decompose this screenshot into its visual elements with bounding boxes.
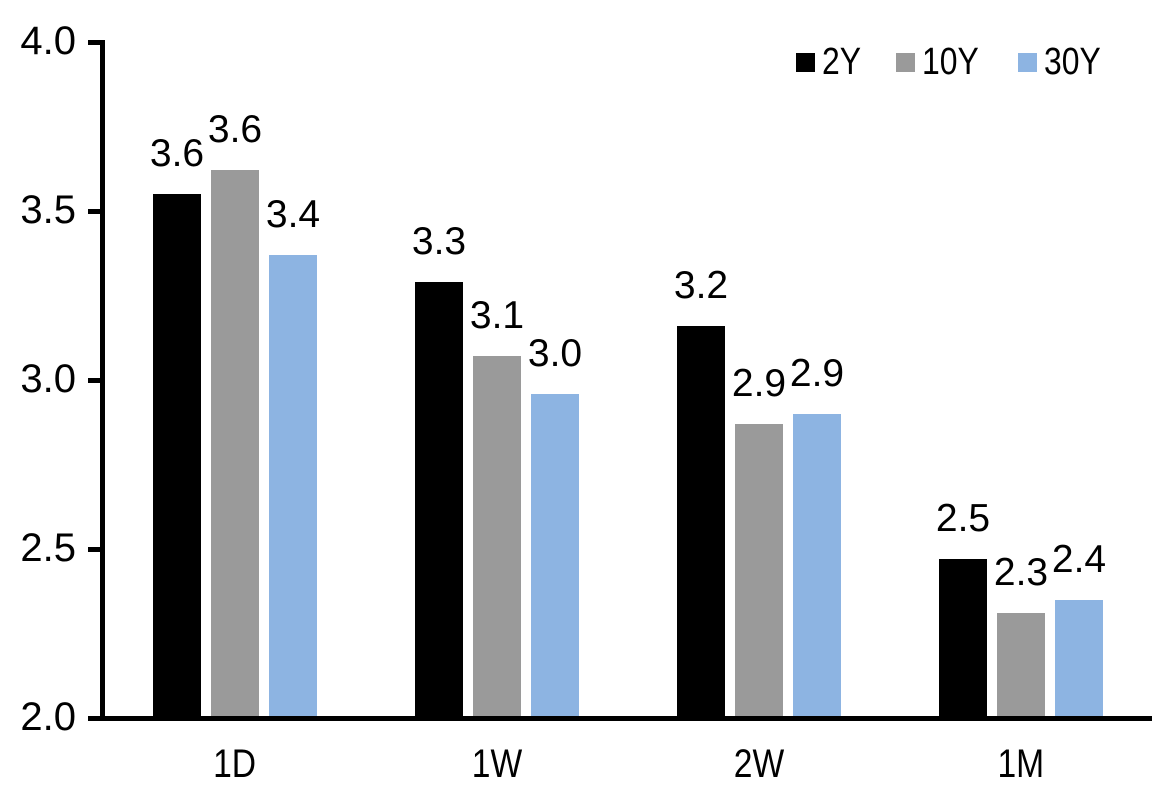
x-axis-category-text: 1D — [213, 742, 257, 786]
legend-item-30y: 30Y — [1018, 42, 1112, 82]
bar-value-label: 3.3 — [411, 219, 467, 263]
bar-value-label: 2.9 — [731, 361, 787, 405]
legend-swatch-10y-icon — [896, 52, 916, 72]
bar-value-label: 3.1 — [469, 294, 525, 338]
x-axis-category-text: 1W — [471, 742, 523, 786]
y-axis-tick-label: 3.5 — [20, 188, 76, 232]
bar-value-label: 2.5 — [935, 497, 991, 541]
x-axis-line — [88, 716, 1152, 721]
y-axis-tick-label: 3.0 — [20, 357, 76, 401]
bar-value-label: 2.9 — [789, 351, 845, 395]
y-axis-tick — [88, 39, 105, 45]
legend-swatch-2y-icon — [796, 52, 815, 72]
legend-item-2y: 2Y — [796, 42, 868, 82]
y-axis-tick — [88, 377, 105, 383]
y-axis-tick-label: 2.0 — [20, 695, 76, 739]
bar-30y-2w — [793, 413, 841, 716]
bar-value-label: 2.3 — [993, 551, 1049, 595]
bar-30y-1w — [531, 393, 579, 716]
bar-10y-1d — [211, 170, 259, 716]
bar-value-label: 3.0 — [527, 331, 583, 375]
x-axis-category-label: 1D — [165, 744, 305, 784]
x-axis-category-label: 1W — [427, 744, 567, 784]
y-axis-tick-label: 2.5 — [20, 526, 76, 570]
bar-30y-1m — [1055, 599, 1103, 716]
x-axis-category-label: 1M — [951, 744, 1091, 784]
bar-2y-1m — [939, 559, 987, 716]
legend-label-10y: 10Y — [922, 41, 980, 83]
x-axis-category-text: 1M — [997, 742, 1045, 786]
x-axis-category-label: 2W — [689, 744, 829, 784]
y-axis-tick — [88, 546, 105, 552]
legend-swatch-30y-icon — [1018, 52, 1038, 72]
bar-2y-2w — [677, 325, 725, 716]
legend-label-30y: 30Y — [1044, 41, 1101, 83]
bar-value-label: 3.4 — [265, 192, 321, 236]
bar-value-label: 3.2 — [673, 263, 729, 307]
x-axis-category-text: 2W — [733, 742, 785, 786]
bar-10y-2w — [735, 423, 783, 716]
y-axis-tick-label: 4.0 — [20, 19, 76, 63]
y-axis-tick — [88, 715, 105, 721]
legend-label-2y: 2Y — [822, 41, 862, 83]
legend-item-10y: 10Y — [896, 42, 990, 82]
bar-2y-1d — [153, 194, 201, 716]
bar-value-label: 3.6 — [149, 132, 205, 176]
bar-value-label: 3.6 — [207, 108, 263, 152]
legend: 2Y 10Y 30Y — [796, 42, 1112, 82]
bar-30y-1d — [269, 254, 317, 716]
bar-10y-1m — [997, 613, 1045, 716]
bar-value-label: 2.4 — [1051, 537, 1107, 581]
y-axis-tick — [88, 208, 105, 214]
bar-10y-1w — [473, 356, 521, 716]
bar-2y-1w — [415, 281, 463, 716]
